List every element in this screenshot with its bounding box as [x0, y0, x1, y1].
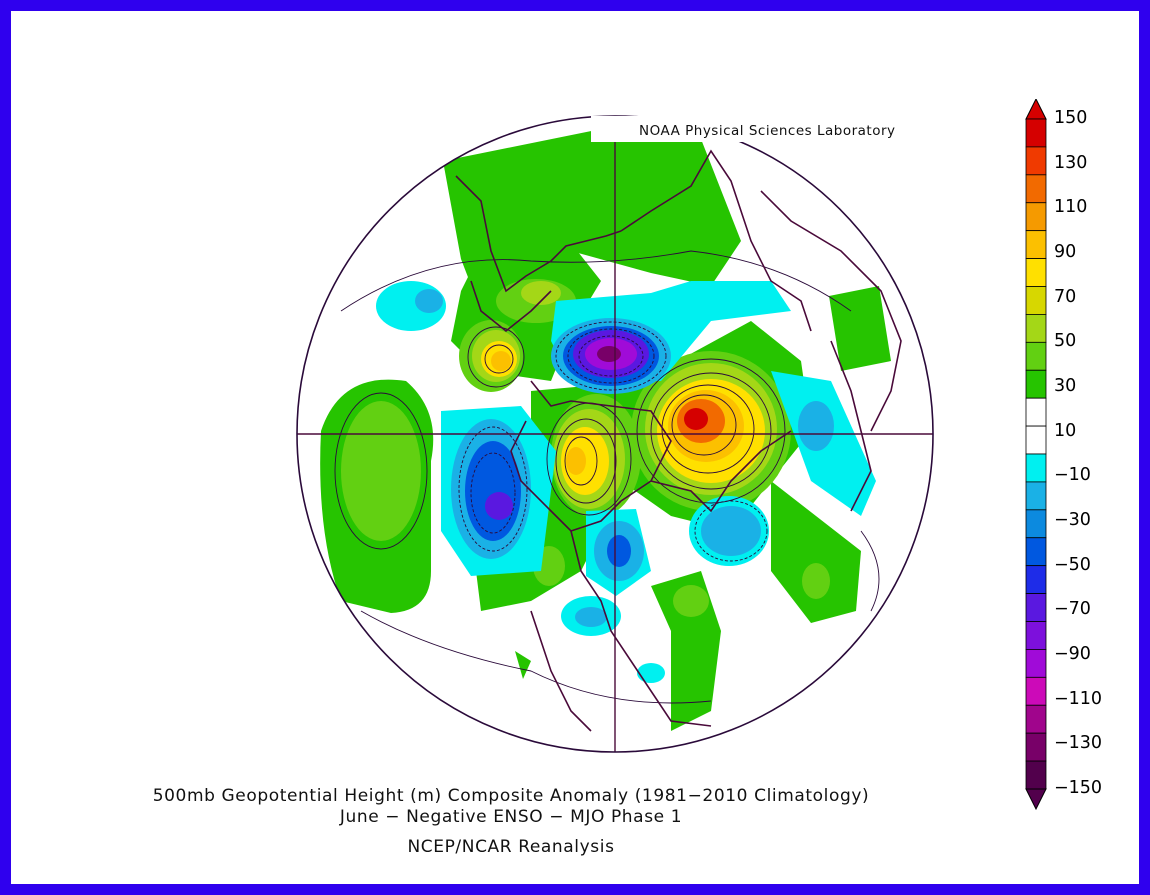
colorbar-tick-label: −90: [1054, 644, 1091, 664]
colorbar-swatch: [1025, 453, 1047, 483]
colorbar-swatch: [1025, 760, 1047, 790]
colorbar-tick-label: −10: [1054, 465, 1091, 486]
coastlines: [455, 149, 902, 732]
colorbar-tick-label: 30: [1054, 376, 1077, 396]
colorbar-swatch: [1025, 258, 1047, 287]
colorbar-swatch: [1025, 397, 1047, 427]
colorbar: [1025, 99, 1047, 811]
colorbar-max-arrow-icon: [1025, 99, 1047, 120]
contour-lines: [334, 250, 880, 704]
colorbar-tick-label: 150: [1054, 108, 1088, 128]
colorbar-swatch: [1025, 593, 1047, 622]
colorbar-swatch: [1025, 649, 1047, 678]
colorbar-swatch: [1025, 314, 1047, 343]
colorbar-tick-label: −130: [1054, 733, 1103, 754]
colorbar-swatch: [1025, 676, 1047, 706]
colorbar-swatch: [1025, 481, 1047, 511]
colorbar-tick-label: −70: [1054, 599, 1091, 620]
colorbar-tick-label: 90: [1054, 242, 1077, 262]
figure-frame: NOAA Physical Sciences Laboratory 150 130…: [11, 11, 1139, 884]
credit-text: NOAA Physical Sciences Laboratory: [639, 123, 896, 139]
colorbar-swatch: [1025, 146, 1047, 176]
colorbar-tick-label: −110: [1054, 688, 1103, 709]
colorbar-tick-label: 70: [1054, 286, 1077, 307]
title-line-3: NCEP/NCAR Reanalysis: [407, 837, 615, 857]
polar-anomaly-map: [296, 115, 934, 753]
colorbar-tick-label: 50: [1054, 331, 1077, 352]
colorbar-swatch: [1025, 341, 1047, 371]
colorbar-swatch: [1025, 565, 1047, 594]
colorbar-tick-label: −50: [1054, 554, 1091, 575]
colorbar-swatch: [1025, 704, 1047, 734]
colorbar-swatch: [1025, 621, 1047, 650]
colorbar-swatch: [1025, 537, 1047, 567]
colorbar-tick-label: 10: [1054, 420, 1077, 441]
colorbar-swatch: [1025, 509, 1047, 539]
lat-lon-grid: [297, 116, 933, 752]
colorbar-swatch: [1025, 425, 1047, 455]
colorbar-swatch: [1025, 202, 1047, 232]
colorbar-swatch: [1025, 286, 1047, 315]
colorbar-min-arrow-icon: [1025, 788, 1047, 811]
title-line-2: June − Negative ENSO − MJO Phase 1: [339, 807, 683, 827]
colorbar-tick-label: −150: [1054, 778, 1103, 798]
colorbar-swatch: [1025, 369, 1047, 399]
colorbar-swatch: [1025, 118, 1047, 148]
colorbar-tick-label: 110: [1054, 197, 1088, 218]
colorbar-swatch: [1025, 174, 1047, 204]
colorbar-tick-label: 130: [1054, 152, 1088, 173]
credit-box: NOAA Physical Sciences Laboratory: [591, 116, 921, 142]
colorbar-swatch: [1025, 230, 1047, 259]
colorbar-tick-label: −30: [1054, 510, 1091, 530]
colorbar-swatch: [1025, 732, 1047, 762]
title-line-1: 500mb Geopotential Height (m) Composite …: [152, 786, 870, 806]
